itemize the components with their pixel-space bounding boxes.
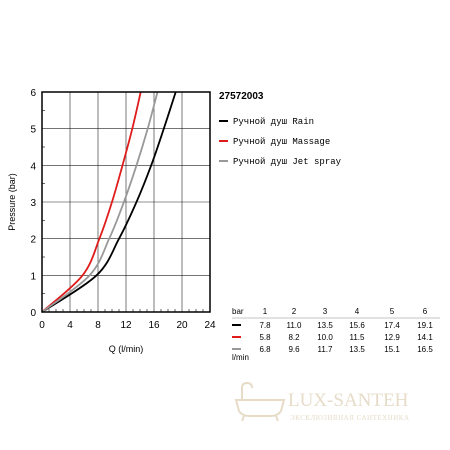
table-cell: 7.8 <box>259 321 271 330</box>
table-column-header: 4 <box>355 307 360 316</box>
table-column-header: 1 <box>263 307 268 316</box>
table-cell: 13.5 <box>317 321 333 330</box>
y-tick-label: 0 <box>30 308 36 319</box>
y-tick-label: 3 <box>30 198 36 209</box>
x-tick-label: 20 <box>176 320 188 331</box>
table-header-label: bar <box>232 307 244 316</box>
y-tick-label: 4 <box>30 161 36 172</box>
legend-label: Ручной душ Jet spray <box>233 157 342 167</box>
y-tick-label: 5 <box>30 125 36 136</box>
table-cell: 9.6 <box>288 345 300 354</box>
legend: Ручной душ Rain Ручной душ Massage Ручной … <box>219 117 342 167</box>
flow-table: bar 1 2 3 4 5 6 7.8 11.0 13.5 15.6 17.4 19.1 5.8 8.2 10… <box>232 307 440 362</box>
table-cell: 15.1 <box>384 345 400 354</box>
table-cell: 15.6 <box>349 321 365 330</box>
x-tick-labels: 0 4 8 12 16 20 24 <box>39 320 216 331</box>
table-cell: 17.4 <box>384 321 400 330</box>
watermark-brand: LUX-SANTEH <box>288 390 409 411</box>
series-line-jet-spray <box>41 91 159 313</box>
chart-title: 27572003 <box>219 91 264 102</box>
series-line-massage <box>41 91 142 313</box>
y-tick-label: 6 <box>30 88 36 99</box>
y-tick-labels: 0 1 2 3 4 5 6 <box>30 88 36 319</box>
table-column-header: 6 <box>423 307 428 316</box>
legend-label: Ручной душ Massage <box>233 137 330 147</box>
table-cell: 5.8 <box>259 333 271 342</box>
x-tick-label: 0 <box>39 320 45 331</box>
table-column-header: 3 <box>323 307 328 316</box>
y-tick-label: 1 <box>30 271 36 282</box>
x-tick-label: 12 <box>120 320 132 331</box>
x-tick-label: 4 <box>67 320 73 331</box>
series-line-rain <box>41 91 177 313</box>
table-column-header: 5 <box>390 307 395 316</box>
watermark-tagline: ЭКСКЛЮЗИВНАЯ САНТЕХНИКА <box>290 414 410 422</box>
x-tick-label: 16 <box>148 320 160 331</box>
x-tick-label: 8 <box>95 320 101 331</box>
table-cell: 14.1 <box>417 333 433 342</box>
grid <box>41 91 211 313</box>
bathtub-icon <box>234 381 286 422</box>
table-cell: 11.7 <box>318 345 334 354</box>
y-axis-label: Pressure (bar) <box>7 173 17 231</box>
plot-frame <box>41 91 211 313</box>
table-cell: 10.0 <box>317 333 333 342</box>
table-cell: 11.0 <box>287 321 303 330</box>
table-cell: 11.5 <box>350 333 366 342</box>
legend-label: Ручной душ Rain <box>233 117 314 127</box>
table-column-header: 2 <box>292 307 297 316</box>
x-axis-label: Q (l/min) <box>109 344 144 354</box>
series-lines <box>41 91 177 313</box>
table-cell: 8.2 <box>288 333 300 342</box>
y-tick-label: 2 <box>30 235 36 246</box>
table-cell: 6.8 <box>259 345 271 354</box>
table-cell: 13.5 <box>349 345 365 354</box>
table-unit-label: l/min <box>232 353 249 362</box>
table-cell: 19.1 <box>417 321 433 330</box>
table-cell: 16.5 <box>417 345 433 354</box>
x-tick-label: 24 <box>204 320 216 331</box>
lux-santeh-watermark-logo: LUX-SANTEH ЭКСКЛЮЗИВНАЯ САНТЕХНИКА <box>234 381 410 422</box>
table-cell: 12.9 <box>384 333 400 342</box>
